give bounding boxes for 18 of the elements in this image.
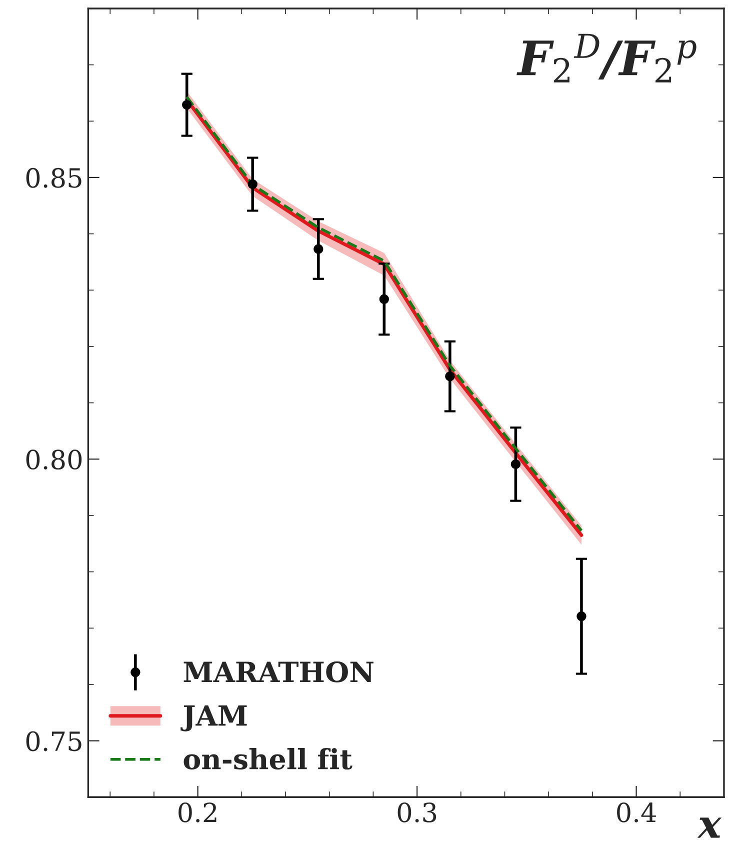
legend-label: JAM — [180, 705, 247, 732]
point — [576, 611, 586, 622]
annotation: F$_{2}$$^{D}$/F$_{2}$$^{p}$ — [516, 34, 696, 82]
point — [379, 294, 390, 304]
legend-label: on-shell fit — [184, 748, 352, 770]
legend-label: MARATHON — [184, 661, 374, 682]
x-tick-label: 0.2 — [178, 802, 216, 822]
point — [314, 244, 324, 254]
y-tick-label: 0.75 — [26, 731, 82, 752]
y-tick-label: 0.80 — [26, 450, 82, 470]
point — [182, 100, 192, 110]
x-tick-label: 0.3 — [398, 802, 436, 822]
point — [510, 459, 521, 470]
x-tick-label: 0.4 — [617, 802, 656, 822]
point — [445, 371, 455, 382]
y-tick-label: 0.85 — [26, 168, 82, 188]
x-axis-title: x — [697, 818, 722, 838]
point — [248, 179, 258, 190]
